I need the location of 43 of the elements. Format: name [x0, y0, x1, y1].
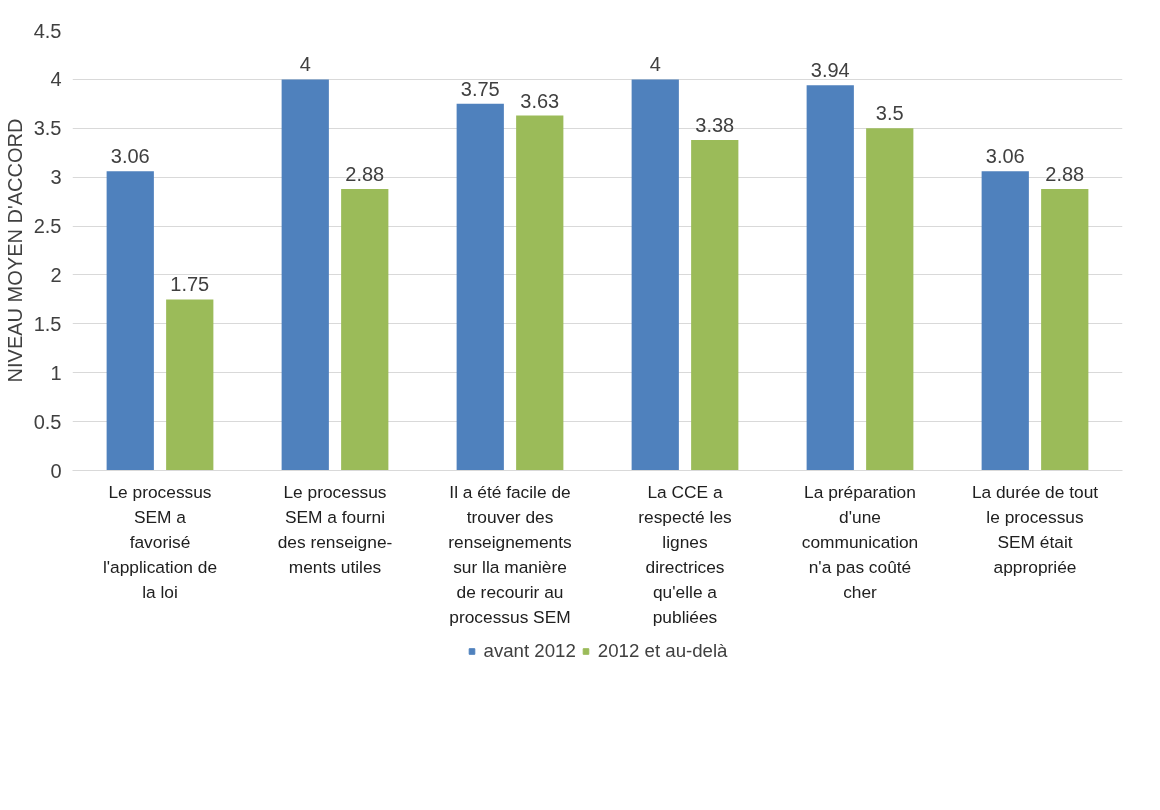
y-tick-label: 3 [50, 166, 62, 189]
y-tick-label: 3.5 [33, 117, 62, 140]
bar [1041, 188, 1089, 471]
data-label: 3.75 [460, 77, 500, 100]
y-tick-label: 4 [50, 68, 62, 91]
y-tick-label: 2 [50, 263, 62, 286]
data-label: 2.88 [345, 162, 385, 185]
bar [866, 128, 914, 471]
bar [281, 79, 329, 471]
x-tick-label: La préparation d'une communication n'a pas coûté cher [801, 481, 919, 602]
data-label: 3.06 [110, 145, 150, 168]
y-tick-label: 0 [50, 459, 62, 482]
bar [806, 85, 854, 471]
y-tick-label: 0.5 [33, 410, 62, 433]
data-label: 4 [649, 53, 661, 76]
data-label: 2.88 [1045, 162, 1085, 185]
bar [981, 171, 1029, 471]
y-tick-label: 4.5 [33, 19, 62, 42]
y-axis-title: NIVEAU MOYEN D'ACCORD [3, 118, 26, 383]
data-label: 3.94 [810, 59, 850, 82]
data-label: 3.06 [985, 145, 1025, 168]
x-tick-label: Il a été facile de trouver des renseignements sur lla manière de recourir au processus SEM [448, 481, 572, 627]
y-tick-label: 1 [50, 361, 62, 384]
bar [106, 171, 154, 471]
bar [166, 299, 214, 471]
data-label: 3.5 [875, 102, 904, 125]
legend-label: avant 2012 [483, 640, 576, 662]
bar [631, 79, 679, 471]
y-tick-label: 2.5 [33, 215, 62, 238]
y-tick-label: 1.5 [33, 312, 62, 335]
legend-label: 2012 et au-delà [597, 640, 728, 662]
bar [691, 140, 739, 471]
x-tick-label: Le processus SEM a fourni des renseigne- ments utiles [277, 481, 393, 577]
bar [516, 115, 564, 471]
data-label: 3.38 [695, 114, 735, 137]
data-label: 1.75 [170, 273, 210, 296]
bar [341, 188, 389, 471]
x-tick-label: La durée de tout le processus SEM était appropriée [971, 481, 1099, 577]
data-label: 3.63 [520, 89, 560, 112]
bar [456, 103, 504, 471]
x-tick-label: La CCE a respecté les lignes directrices qu'elle a publiées [638, 481, 733, 627]
x-tick-label: Le processus SEM a favorisé l'application de la loi [102, 481, 218, 602]
data-label: 4 [299, 53, 311, 76]
